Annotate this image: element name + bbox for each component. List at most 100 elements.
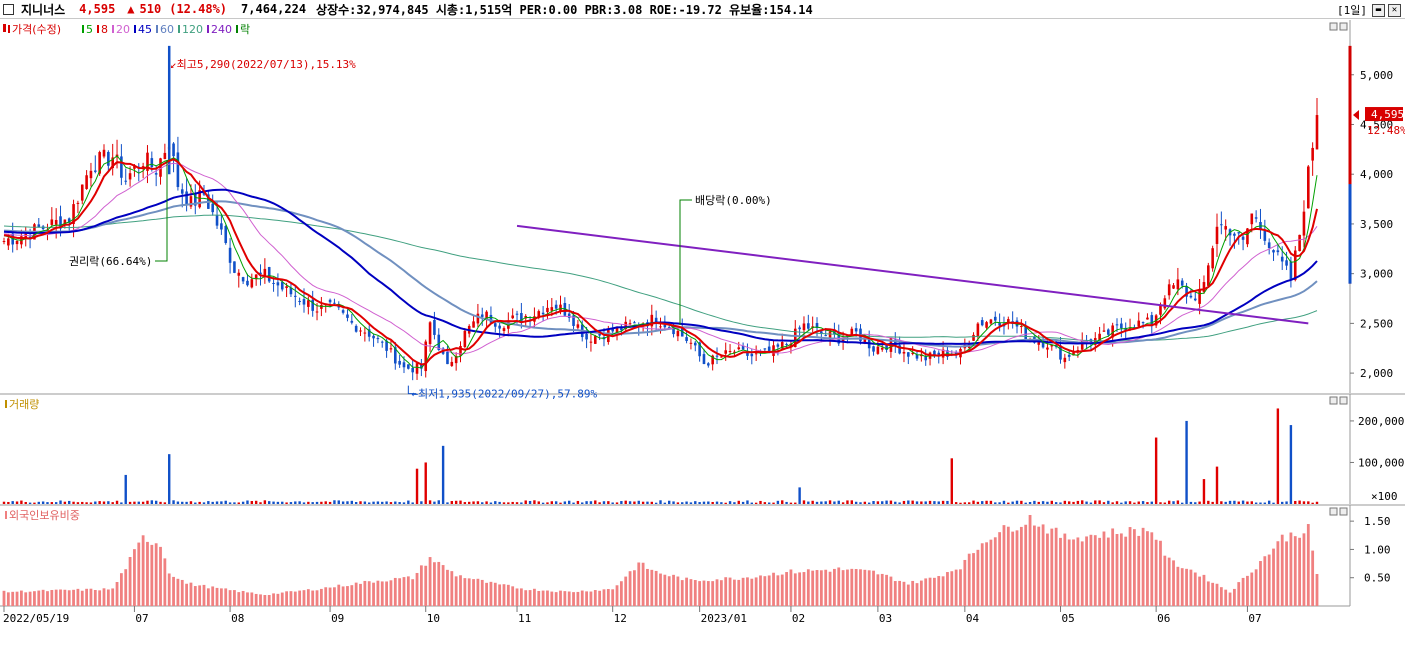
foreign-bar <box>159 546 162 606</box>
candle-body <box>898 345 901 354</box>
candle-body <box>193 192 197 206</box>
candle-body <box>1041 342 1045 348</box>
foreign-bar <box>811 570 815 606</box>
legend-item: 240 <box>211 23 232 36</box>
candle-body <box>133 165 136 169</box>
volume-bar <box>563 501 567 504</box>
volume-bar <box>911 500 914 504</box>
close-button[interactable]: ✕ <box>1388 3 1401 17</box>
foreign-bar <box>463 578 467 606</box>
foreign-bar <box>324 587 328 606</box>
candle-body <box>489 314 493 323</box>
volume-bar <box>811 500 814 504</box>
volume-bar <box>628 501 632 504</box>
volume-bar <box>1107 500 1110 504</box>
up-arrow-icon: ▲ <box>127 2 135 16</box>
foreign-bar <box>854 569 858 606</box>
foreign-bar <box>367 581 371 606</box>
foreign-bar <box>141 535 145 606</box>
volume-bar <box>489 502 493 504</box>
x-tick-label: 09 <box>331 612 344 625</box>
candle-body <box>215 214 219 226</box>
candle-body <box>159 158 162 177</box>
volume-bar <box>1254 502 1258 504</box>
volume-bar <box>359 501 362 504</box>
foreign-bar <box>1072 539 1075 606</box>
foreign-bar <box>1137 535 1141 606</box>
volume-bar <box>611 502 614 504</box>
minimize-button[interactable]: ▬ <box>1372 3 1385 17</box>
candle-body <box>498 325 501 329</box>
volume-bar <box>276 501 280 504</box>
volume-bar <box>328 501 332 504</box>
volume-bar <box>241 501 245 504</box>
candle-body <box>1224 226 1227 230</box>
volume-bar <box>137 501 140 504</box>
volume-bar <box>302 502 306 504</box>
foreign-bar <box>1015 530 1019 606</box>
foreign-bar <box>1232 588 1236 606</box>
candle-body <box>472 321 475 328</box>
volume-bar <box>281 501 284 504</box>
candle-body <box>885 344 888 350</box>
foreign-bar <box>167 573 171 606</box>
volume-bar <box>1241 500 1245 504</box>
foreign-bar <box>1306 524 1310 606</box>
foreign-bar <box>1206 581 1210 606</box>
volume-bar <box>776 500 780 504</box>
foreign-bar <box>537 590 541 606</box>
foreign-bar <box>633 570 636 606</box>
foreign-bar <box>737 579 741 606</box>
foreign-bar <box>502 584 506 606</box>
volume-bar <box>1189 501 1193 504</box>
candle-body <box>385 340 388 351</box>
period-selector[interactable]: [1일] <box>1337 4 1367 17</box>
candle-body <box>259 272 262 275</box>
foreign-bar <box>580 590 584 606</box>
candle-body <box>85 175 88 189</box>
x-tick-label: 11 <box>518 612 531 625</box>
volume-bar <box>450 501 454 504</box>
foreign-bar <box>1272 548 1275 606</box>
candle-body <box>698 342 701 357</box>
candle-body <box>507 320 510 329</box>
volume-bar <box>746 500 749 504</box>
candle-body <box>654 317 658 324</box>
foreign-bar <box>311 590 315 606</box>
volume-bar <box>311 502 314 504</box>
volume-bar <box>254 500 258 504</box>
foreign-bar <box>480 579 484 606</box>
volume-bar <box>1037 501 1040 504</box>
foreign-bar <box>880 573 884 606</box>
volume-bar <box>959 502 962 504</box>
price-tick-label: 3,000 <box>1360 268 1393 281</box>
volume-bar <box>620 501 623 504</box>
foreign-bar <box>963 559 967 606</box>
candle-body <box>863 338 867 344</box>
volume-bar <box>24 501 27 504</box>
foreign-bar <box>819 570 823 606</box>
foreign-bar <box>824 569 828 606</box>
candle-body <box>876 346 880 354</box>
stock-chart[interactable]: 5,000 4,500 4,000 3,500 3,000 2,500 2,000 ↙최고5,… <box>0 20 1405 648</box>
volume-bar <box>915 501 919 504</box>
candle-body <box>267 267 271 282</box>
foreign-bar <box>393 577 397 606</box>
volume-bar <box>946 500 949 504</box>
candle-body <box>1180 280 1184 286</box>
volume-bar <box>111 502 114 504</box>
select-checkbox[interactable] <box>3 3 14 15</box>
volume-bar <box>537 501 540 504</box>
candle-body <box>1089 339 1093 344</box>
volume-bar <box>633 501 636 504</box>
foreign-bar <box>867 570 871 606</box>
candle-body <box>989 319 993 324</box>
foreign-bar <box>180 579 184 606</box>
candle-body <box>1193 298 1197 301</box>
volume-bar <box>72 501 75 504</box>
volume-bar <box>128 501 132 504</box>
foreign-bar <box>650 569 654 606</box>
volume-bar <box>589 501 593 504</box>
foreign-bar <box>172 576 175 606</box>
volume-bar <box>120 502 123 504</box>
